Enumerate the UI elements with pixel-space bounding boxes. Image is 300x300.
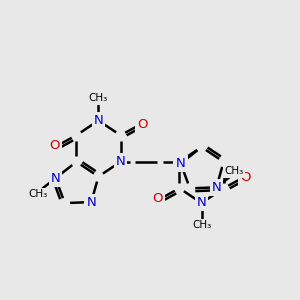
Text: O: O [240,172,250,184]
Text: CH₃: CH₃ [192,220,211,230]
Text: CH₃: CH₃ [224,166,244,176]
Text: O: O [50,139,60,152]
Text: N: N [86,196,96,208]
Text: CH₃: CH₃ [28,189,47,200]
Text: N: N [176,157,186,170]
Text: N: N [116,155,125,168]
Text: N: N [175,155,184,168]
Text: N: N [94,114,103,127]
Text: N: N [212,181,221,194]
Text: O: O [153,192,163,205]
Text: N: N [51,172,60,185]
Text: CH₃: CH₃ [89,94,108,103]
Text: O: O [137,118,147,131]
Text: N: N [197,196,206,209]
